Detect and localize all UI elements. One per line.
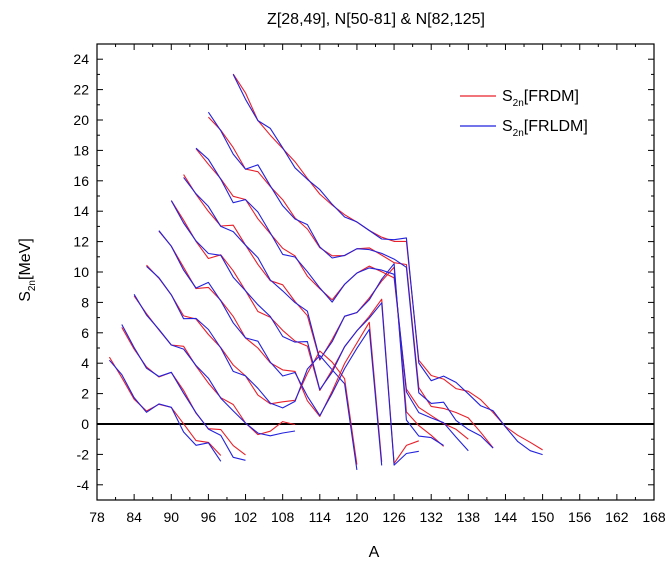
y-tick-label: 18 — [73, 142, 89, 158]
series-line-frldm-8 — [207, 111, 494, 449]
y-axis-label-unit: [MeV] — [17, 238, 34, 280]
y-tick-label: 22 — [73, 82, 89, 98]
x-tick-label: 132 — [420, 509, 444, 525]
x-tick-label: 120 — [345, 509, 369, 525]
x-tick-label: 150 — [531, 509, 555, 525]
x-tick-label: 168 — [642, 509, 666, 525]
x-tick-label: 144 — [494, 509, 518, 525]
x-tick-label: 138 — [457, 509, 481, 525]
y-tick-label: 6 — [81, 325, 89, 341]
y-tick-label: 10 — [73, 264, 89, 280]
x-tick-label: 78 — [89, 509, 105, 525]
series-line-frldm-6 — [183, 177, 444, 446]
series-line-frdm-5 — [170, 200, 419, 464]
y-tick-label: 12 — [73, 234, 89, 250]
x-tick-label: 102 — [234, 509, 258, 525]
series-line-frldm-1 — [121, 324, 246, 461]
x-tick-label: 156 — [568, 509, 592, 525]
x-axis-ticks: 78 84 90 96 102 108 114 120 126 132 138 144 150 156 16… — [89, 44, 666, 525]
plot-area — [97, 73, 654, 470]
y-tick-label: 14 — [73, 203, 89, 219]
y-tick-label: 16 — [73, 173, 89, 189]
y-tick-label: -4 — [77, 477, 90, 493]
legend-item-frldm: S2n[FRLDM] — [460, 118, 588, 139]
legend-item-frdm: S2n[FRDM] — [460, 88, 579, 109]
series-line-frldm-7 — [195, 147, 469, 452]
plot-frame — [96, 43, 655, 501]
y-tick-label: 20 — [73, 112, 89, 128]
series-line-frdm-7 — [195, 148, 469, 440]
series-line-frldm-2 — [133, 294, 296, 437]
y-tick-label: 24 — [73, 51, 89, 67]
x-tick-label: 96 — [201, 509, 217, 525]
series-line-frdm-3 — [146, 264, 358, 465]
legend: S2n[FRDM] S2n[FRLDM] — [460, 88, 588, 139]
series-line-frldm-3 — [146, 265, 358, 470]
x-tick-label: 84 — [126, 509, 142, 525]
svg-text:S2n[MeV]: S2n[MeV] — [17, 238, 38, 302]
chart-title: Z[28,49], N[50-81] & N[82,125] — [267, 11, 485, 28]
series-line-frldm-0 — [108, 359, 222, 462]
y-tick-label: 0 — [81, 416, 89, 432]
y-axis-label-main: S — [17, 291, 34, 302]
y-tick-label: 4 — [81, 355, 89, 371]
y-axis-label-sub: 2n — [27, 280, 38, 291]
x-axis-label: A — [369, 544, 380, 561]
series-line-frldm-9 — [232, 74, 543, 456]
x-tick-label: 126 — [382, 509, 406, 525]
y-tick-label: 2 — [81, 386, 89, 402]
y-tick-label: 8 — [81, 294, 89, 310]
y-tick-label: -2 — [77, 446, 90, 462]
legend-label-frldm: S2n[FRLDM] — [502, 118, 588, 139]
legend-label-frdm: S2n[FRDM] — [502, 88, 579, 109]
series-line-frldm-5 — [170, 200, 419, 466]
plot-border — [96, 43, 655, 501]
series-line-frldm-4 — [158, 230, 383, 466]
x-tick-label: 90 — [163, 509, 179, 525]
x-tick-label: 162 — [605, 509, 629, 525]
series-line-frdm-9 — [232, 73, 543, 451]
x-tick-label: 114 — [309, 509, 332, 525]
x-tick-label: 108 — [271, 509, 295, 525]
series-line-frdm-0 — [108, 356, 222, 456]
y-axis-label: S2n[MeV] — [17, 238, 38, 302]
series-line-frdm-4 — [158, 230, 383, 462]
